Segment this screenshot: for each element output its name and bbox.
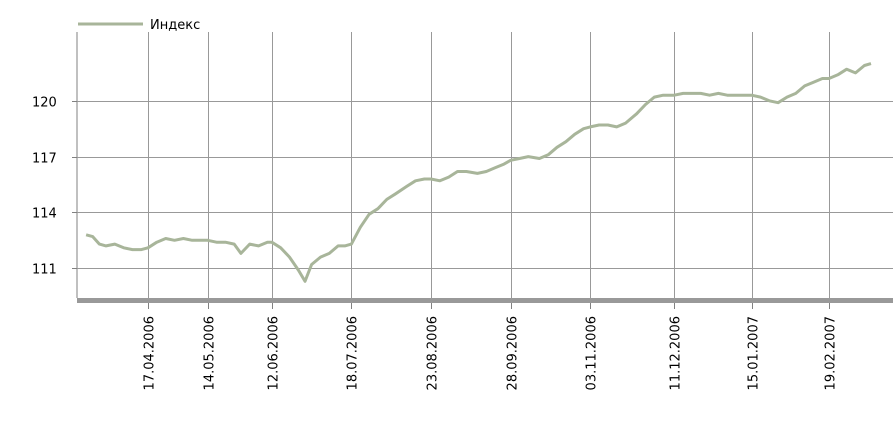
y-tick-label: 120 [32, 96, 57, 111]
x-tick-label: 18.07.2006 [346, 316, 361, 390]
x-tick-label: 11.12.2006 [669, 316, 684, 390]
x-axis: 17.04.2006 14.05.2006 12.06.2006 18.07.2006… [143, 303, 839, 390]
x-tick-label: 19.02.2007 [824, 316, 839, 390]
x-tick-label: 14.05.2006 [203, 316, 218, 390]
x-tick-label: 28.09.2006 [506, 316, 521, 390]
grid [77, 32, 893, 298]
plot-bottom-shadow [77, 298, 893, 303]
x-tick-label: 23.08.2006 [426, 316, 441, 390]
y-tick-label: 117 [32, 152, 57, 167]
legend: Индекс [78, 18, 200, 33]
x-tick-label: 12.06.2006 [267, 316, 282, 390]
y-tick-label: 111 [32, 263, 57, 278]
y-axis: 111 114 117 120 [32, 96, 77, 278]
legend-label: Индекс [150, 18, 200, 33]
x-tick-label: 03.11.2006 [585, 316, 600, 390]
x-tick-label: 15.01.2007 [747, 316, 762, 390]
series-layer [85, 62, 872, 283]
x-tick-label: 17.04.2006 [143, 316, 158, 390]
series-line-index [85, 62, 872, 283]
y-tick-label: 114 [32, 207, 57, 222]
